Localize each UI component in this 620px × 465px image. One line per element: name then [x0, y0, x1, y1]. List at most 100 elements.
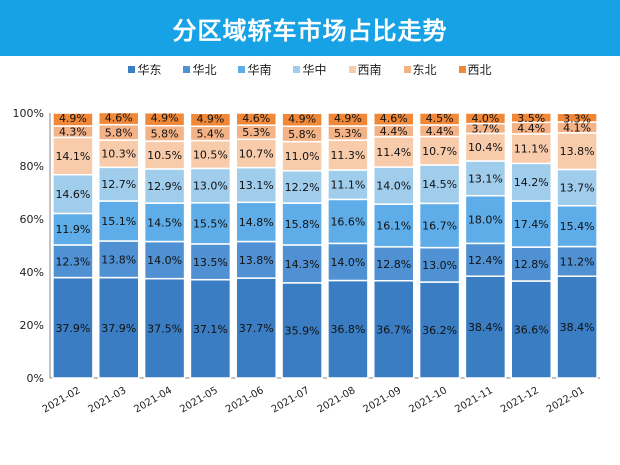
- data-label: 37.9%: [101, 322, 136, 335]
- legend-label: 华北: [192, 63, 217, 77]
- bar-segment: [464, 112, 507, 125]
- y-tick-label: 0%: [27, 372, 44, 385]
- data-label: 4.9%: [196, 112, 224, 125]
- data-label: 11.2%: [560, 255, 595, 268]
- data-label: 13.0%: [193, 180, 228, 193]
- data-label: 14.1%: [55, 150, 90, 163]
- data-label: 10.5%: [193, 148, 228, 161]
- data-label: 4.6%: [105, 111, 133, 124]
- data-label: 3.3%: [563, 112, 591, 125]
- x-tick-label: 2022-01: [545, 385, 587, 415]
- legend-label: 东北: [412, 63, 437, 77]
- legend-label: 西南: [357, 63, 382, 77]
- bar-segment: [98, 139, 140, 169]
- data-label: 11.0%: [285, 150, 320, 163]
- legend-label: 西北: [467, 63, 492, 77]
- legend-item: 西南: [348, 61, 382, 78]
- data-label: 35.9%: [285, 324, 320, 337]
- x-tick-label: 2021-03: [87, 385, 129, 415]
- data-label: 12.7%: [101, 178, 136, 191]
- data-label: 36.7%: [376, 323, 411, 336]
- bar-segment: [418, 135, 461, 166]
- data-label: 5.8%: [288, 128, 316, 141]
- data-label: 11.1%: [330, 179, 365, 192]
- legend-item: 华北: [183, 61, 216, 78]
- data-label: 12.9%: [147, 180, 182, 193]
- data-label: 4.3%: [59, 126, 87, 139]
- bar-segment: [98, 166, 140, 202]
- bar-segment: [373, 136, 415, 168]
- legend-label: 华中: [302, 63, 327, 77]
- data-label: 12.3%: [55, 255, 90, 268]
- data-label: 4.6%: [380, 112, 408, 125]
- data-label: 14.5%: [147, 216, 182, 229]
- data-label: 5.8%: [151, 127, 179, 140]
- bar-segment: [189, 112, 232, 127]
- legend-swatch: [403, 66, 411, 73]
- data-label: 37.5%: [147, 322, 182, 335]
- data-label: 12.8%: [376, 258, 411, 271]
- chart-title: 分区域轿车市场占比走势: [172, 16, 448, 45]
- bar-segment: [418, 246, 461, 283]
- data-label: 12.8%: [514, 258, 549, 271]
- data-label: 38.4%: [560, 321, 595, 334]
- bar-segment: [281, 202, 323, 246]
- bar-segment: [235, 277, 277, 379]
- data-label: 4.5%: [426, 112, 454, 125]
- bar-segment: [143, 277, 186, 379]
- y-tick-label: 20%: [20, 319, 44, 332]
- legend-swatch: [238, 66, 246, 73]
- y-tick-label: 40%: [20, 266, 44, 279]
- data-label: 15.1%: [101, 215, 136, 228]
- data-label: 13.5%: [193, 256, 228, 269]
- legend-item: 西北: [458, 61, 492, 78]
- x-tick-label: 2021-10: [407, 385, 449, 415]
- data-label: 13.8%: [101, 253, 136, 266]
- data-label: 37.9%: [55, 322, 90, 335]
- bar-segment: [418, 281, 461, 379]
- data-label: 4.4%: [517, 122, 545, 135]
- legend-item: 华中: [293, 61, 327, 78]
- bar-segment: [510, 112, 552, 124]
- data-label: 11.1%: [514, 143, 549, 156]
- x-tick-label: 2021-07: [270, 385, 312, 415]
- bar-segment: [98, 240, 140, 279]
- bar-segment: [327, 198, 369, 245]
- legend-swatch: [293, 66, 301, 73]
- data-label: 37.1%: [193, 323, 228, 336]
- bar-segment: [235, 112, 277, 126]
- data-label: 14.0%: [330, 256, 365, 269]
- data-label: 12.2%: [285, 181, 320, 194]
- data-label: 4.0%: [471, 112, 499, 125]
- legend-swatch: [128, 66, 136, 73]
- bar-segment: [52, 112, 94, 127]
- data-label: 14.6%: [55, 188, 90, 201]
- title-banner: 分区域轿车市场占比走势: [0, 0, 620, 56]
- data-label: 5.3%: [242, 126, 270, 139]
- bar-segment: [281, 112, 323, 127]
- data-label: 4.6%: [242, 112, 270, 125]
- y-tick-label: 80%: [20, 160, 44, 173]
- data-label: 13.0%: [422, 259, 457, 272]
- data-label: 16.7%: [422, 219, 457, 232]
- bar-segment: [373, 279, 415, 379]
- x-tick-label: 2021-04: [132, 385, 174, 415]
- data-label: 11.3%: [330, 149, 365, 162]
- data-label: 4.4%: [380, 125, 408, 138]
- data-label: 14.8%: [239, 216, 274, 229]
- data-label: 4.4%: [426, 125, 454, 138]
- bar-segment: [510, 246, 552, 282]
- bar-segment: [235, 166, 277, 204]
- data-label: 4.9%: [151, 112, 179, 125]
- bar-segment: [52, 136, 94, 176]
- data-label: 36.6%: [514, 324, 549, 337]
- bar-segment: [281, 282, 323, 379]
- data-label: 10.5%: [147, 149, 182, 162]
- legend-swatch: [348, 66, 356, 73]
- legend-item: 东北: [403, 61, 437, 78]
- x-tick-label: 2021-12: [499, 385, 541, 415]
- bar-segment: [464, 132, 507, 162]
- bar-segment: [373, 203, 415, 248]
- bar-segment: [510, 133, 552, 165]
- bar-segment: [464, 194, 507, 245]
